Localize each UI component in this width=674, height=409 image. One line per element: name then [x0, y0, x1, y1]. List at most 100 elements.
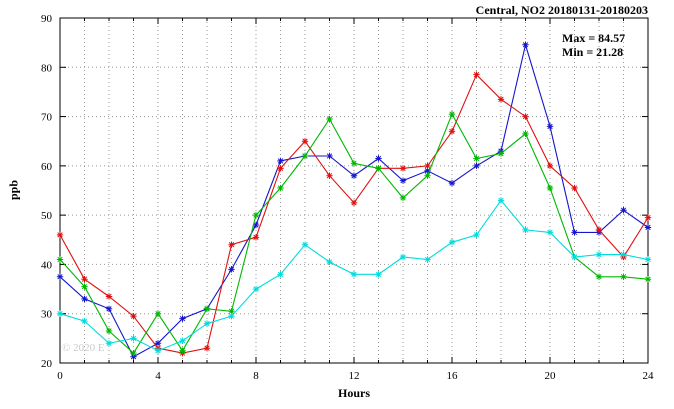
series-blue-marker: [277, 157, 284, 165]
series-cyan-marker: [203, 320, 211, 327]
y-tick-label: 30: [41, 309, 53, 321]
series-blue-marker: [375, 155, 382, 162]
series-blue-marker: [154, 340, 162, 347]
series-red-marker: [277, 165, 284, 172]
series-cyan-marker: [81, 317, 88, 325]
y-tick-label: 90: [41, 13, 53, 25]
series-cyan-marker: [277, 271, 284, 278]
series-green-marker: [350, 160, 358, 167]
series-red-marker: [105, 293, 113, 300]
series-cyan-marker: [522, 226, 529, 234]
series-cyan-marker: [473, 231, 480, 239]
series-green-marker: [326, 115, 333, 123]
series-blue-marker: [105, 305, 113, 312]
series-cyan-marker: [571, 253, 578, 261]
y-axis-title: ppb: [6, 179, 21, 201]
x-axis-title: Hours: [337, 386, 371, 400]
series-green-marker: [473, 155, 480, 162]
series-red-marker: [497, 96, 505, 103]
series-green-marker: [179, 347, 186, 354]
max-min-annotation: Max = 84.57 Min = 21.28: [562, 31, 625, 59]
series-red-marker: [301, 138, 309, 145]
series-blue-marker: [620, 207, 627, 214]
series-blue-marker: [326, 152, 333, 160]
series-cyan-marker: [105, 340, 113, 347]
series-red-marker: [399, 165, 407, 172]
x-tick-label: 12: [349, 370, 360, 382]
series-red-marker: [252, 234, 260, 241]
series-red-marker: [203, 345, 211, 352]
series-cyan-marker: [497, 197, 505, 204]
series-cyan-marker: [130, 335, 137, 342]
series-red-marker: [130, 312, 137, 320]
series-cyan-marker: [399, 253, 407, 261]
series-green-marker: [130, 349, 137, 357]
series-green-marker: [252, 211, 260, 219]
series-blue-marker: [81, 295, 88, 303]
series-green-marker: [301, 152, 309, 160]
series-cyan-marker: [644, 256, 652, 263]
series-green-marker: [644, 276, 652, 283]
series-green-marker: [497, 150, 505, 157]
series-red-marker: [350, 199, 358, 207]
min-value-label: Min = 21.28: [562, 45, 624, 59]
series-blue-marker: [399, 177, 407, 184]
series-green-line: [59, 112, 649, 354]
x-tick-label: 20: [545, 370, 557, 382]
series-green-marker: [228, 308, 235, 315]
series-red-marker: [228, 241, 235, 248]
series-cyan-marker: [620, 251, 627, 258]
series-red-marker: [448, 128, 456, 135]
series-cyan-marker: [595, 251, 603, 258]
series-blue-marker: [56, 273, 64, 280]
series-cyan-marker: [326, 258, 333, 266]
series-blue-marker: [228, 266, 235, 273]
series-red-marker: [424, 162, 431, 170]
series-red-marker: [473, 71, 480, 78]
series-green-marker: [81, 283, 88, 290]
series-green-marker: [203, 305, 211, 312]
series-blue-marker: [571, 229, 578, 236]
series-green-marker: [620, 273, 627, 280]
series-cyan-marker: [375, 271, 382, 278]
series-blue-marker: [252, 221, 260, 229]
series-cyan-marker: [350, 271, 358, 278]
y-tick-label: 80: [41, 62, 53, 74]
series-green-marker: [399, 194, 407, 202]
series-blue-marker: [179, 315, 186, 322]
series-green-marker: [105, 327, 113, 335]
series-blue-marker: [424, 167, 431, 174]
max-value-label: Max = 84.57: [562, 31, 626, 45]
series-green-marker: [522, 130, 529, 138]
series-blue-marker: [448, 179, 456, 187]
series-blue-marker: [644, 224, 652, 231]
copyright-watermark: © 2020 E: [62, 342, 105, 354]
series-green-marker: [277, 184, 284, 192]
series-cyan-marker: [228, 312, 235, 320]
series-green-marker: [424, 172, 431, 179]
series-green-marker: [56, 256, 64, 263]
series-red-marker: [595, 226, 603, 234]
series-cyan-marker: [154, 347, 162, 354]
series-blue-marker: [546, 123, 554, 130]
series-green-marker: [595, 273, 603, 280]
x-tick-label: 16: [447, 370, 459, 382]
series-green-marker: [375, 165, 382, 172]
series-cyan-marker: [448, 239, 456, 246]
chart-title: Central, NO2 20180131-20180203: [475, 3, 648, 17]
series-cyan-marker: [424, 256, 431, 263]
series-blue-marker: [350, 172, 358, 179]
series-red-marker: [56, 231, 64, 239]
series-cyan-marker: [546, 229, 554, 236]
y-tick-label: 40: [41, 259, 53, 271]
y-tick-label: 50: [41, 210, 53, 222]
y-tick-label: 20: [41, 358, 53, 370]
x-tick-label: 0: [57, 370, 63, 382]
series-red-marker: [522, 113, 529, 120]
x-tick-label: 4: [155, 370, 161, 382]
series-red-marker: [81, 276, 88, 283]
y-tick-label: 60: [41, 161, 53, 173]
series-blue-marker: [130, 353, 137, 360]
